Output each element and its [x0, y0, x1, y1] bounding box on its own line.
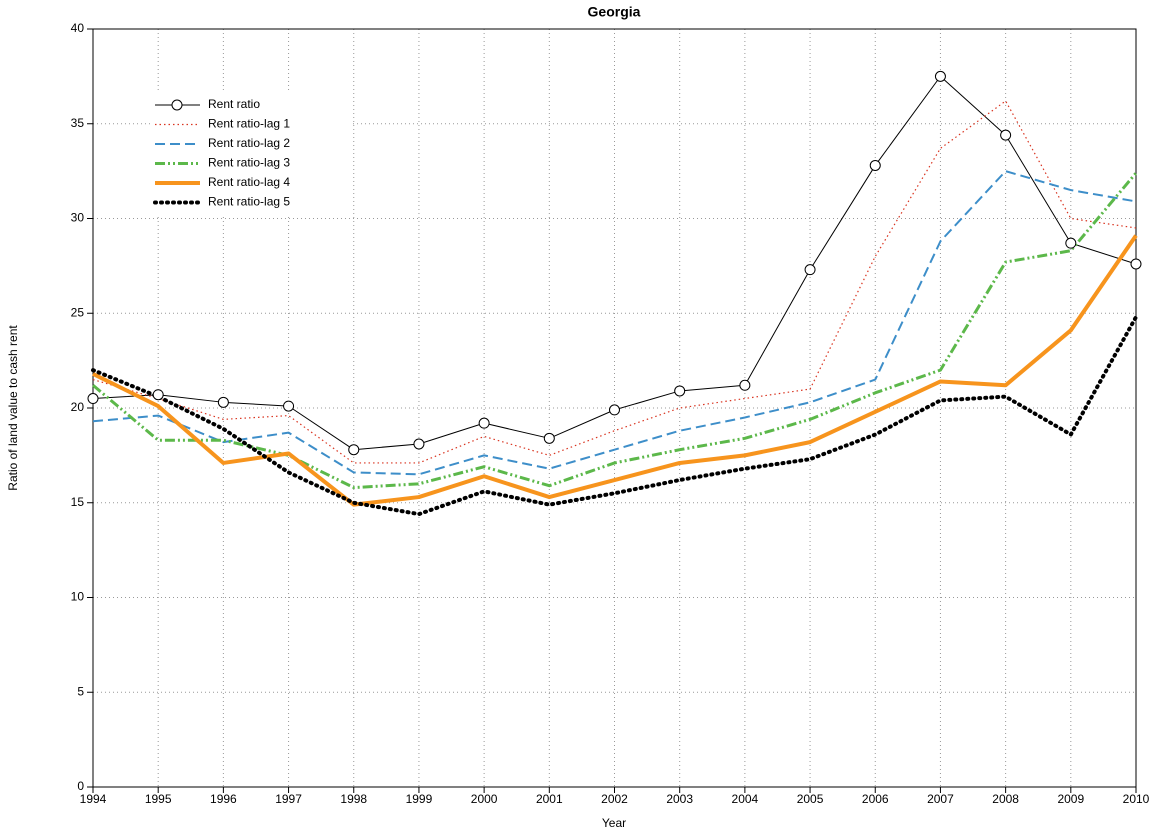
series-line — [92, 172, 1138, 490]
x-tick-label: 2001 — [536, 792, 563, 806]
y-axis-label: Ratio of land value to cash rent — [6, 325, 20, 491]
x-tick-label: 2009 — [1057, 792, 1084, 806]
data-point — [87, 393, 99, 405]
y-tick-label: 15 — [71, 495, 85, 509]
data-point — [1130, 258, 1142, 270]
data-point — [804, 264, 816, 276]
data-point — [934, 70, 946, 82]
y-tick-label: 0 — [77, 779, 84, 793]
x-tick-label: 1999 — [406, 792, 433, 806]
y-tick-label: 20 — [71, 400, 85, 414]
legend-label: Rent ratio-lag 4 — [208, 175, 290, 189]
x-tick-label: 2002 — [601, 792, 628, 806]
x-tick-label: 2006 — [862, 792, 889, 806]
data-point — [739, 379, 751, 391]
y-tick-label: 35 — [71, 116, 85, 130]
x-tick-label: 1994 — [80, 792, 107, 806]
legend-label: Rent ratio-lag 5 — [208, 195, 290, 209]
legend-label: Rent ratio — [208, 97, 260, 111]
data-point — [478, 417, 490, 429]
series-line — [91, 315, 1138, 517]
y-tick-label: 25 — [71, 305, 85, 319]
data-point — [543, 432, 555, 444]
legend-label: Rent ratio-lag 1 — [208, 117, 290, 131]
legend-box — [150, 93, 350, 216]
x-tick-label: 1996 — [210, 792, 237, 806]
series-line — [92, 170, 1137, 476]
legend-label: Rent ratio-lag 2 — [208, 136, 290, 150]
data-point — [348, 444, 360, 456]
data-point — [1000, 129, 1012, 141]
data-point — [869, 159, 881, 171]
x-tick-label: 1998 — [340, 792, 367, 806]
plot-frame — [92, 28, 1137, 788]
x-tick-label: 1995 — [145, 792, 172, 806]
x-tick-label: 2005 — [797, 792, 824, 806]
y-tick-label: 5 — [77, 684, 84, 698]
legend-label: Rent ratio-lag 3 — [208, 156, 290, 170]
data-point — [283, 400, 295, 412]
data-point — [217, 396, 229, 408]
chart-title: Georgia — [588, 4, 641, 20]
data-point — [1065, 237, 1077, 249]
y-tick-label: 10 — [71, 590, 85, 604]
x-tick-label: 2007 — [927, 792, 954, 806]
y-tick-label: 40 — [71, 21, 85, 35]
x-tick-label: 2008 — [992, 792, 1019, 806]
x-tick-label: 1997 — [275, 792, 302, 806]
data-point — [674, 385, 686, 397]
x-tick-label: 2000 — [471, 792, 498, 806]
legend-marker — [171, 99, 183, 111]
data-point — [609, 404, 620, 416]
y-tick-label: 30 — [71, 211, 85, 225]
x-tick-label: 2003 — [666, 792, 693, 806]
x-axis-label: Year — [602, 816, 626, 830]
data-point — [413, 438, 425, 450]
x-tick-label: 2004 — [732, 792, 759, 806]
x-tick-label: 2010 — [1123, 792, 1150, 806]
data-point — [152, 389, 164, 401]
